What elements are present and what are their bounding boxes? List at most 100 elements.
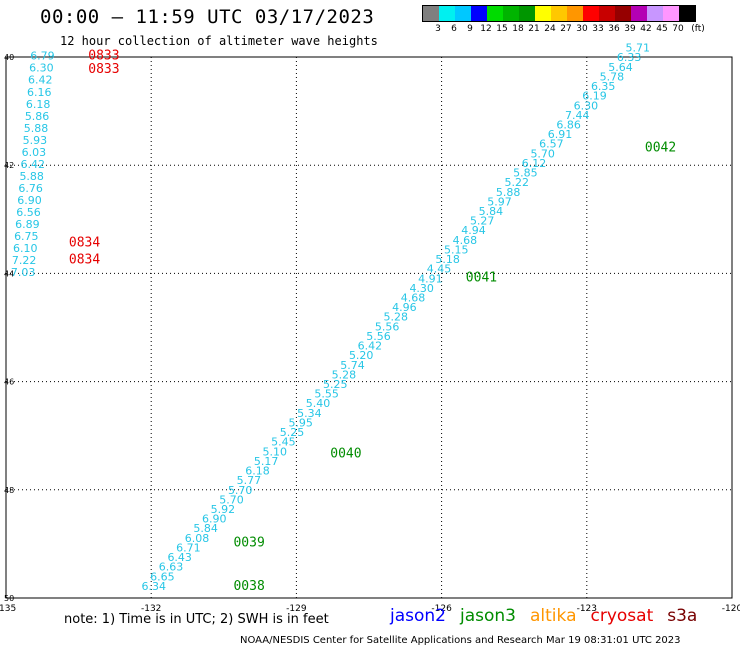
time-label: 0042 — [645, 141, 676, 156]
legend-swatch — [455, 6, 471, 21]
wave-height-value: 6.89 — [15, 218, 40, 231]
wave-height-value: 6.42 — [21, 158, 46, 171]
wave-height-value: 5.85 — [513, 167, 538, 180]
wave-height-value: 7.03 — [11, 266, 36, 279]
x-tick-label: -123 — [577, 604, 597, 614]
legend-swatch — [423, 6, 439, 21]
y-tick-label: 44 — [4, 269, 14, 278]
satellite-label-altika: altika — [530, 606, 577, 626]
wave-height-value: 6.18 — [245, 465, 270, 478]
wave-height-value: 5.28 — [332, 368, 357, 381]
wave-height-value: 6.42 — [358, 340, 383, 353]
wave-height-value: 5.64 — [608, 61, 633, 74]
legend-label: 18 — [512, 24, 524, 34]
legend-swatch — [487, 6, 503, 21]
wave-height-value: 6.90 — [202, 513, 227, 526]
legend-swatch — [631, 6, 647, 21]
wave-height-value: 5.97 — [487, 195, 512, 208]
wave-height-value: 6.16 — [27, 86, 52, 99]
legend-swatch — [439, 6, 455, 21]
legend-swatch — [647, 6, 663, 21]
legend-label: 70 — [672, 24, 684, 34]
wave-height-value: 5.70 — [219, 493, 244, 506]
legend-label: 24 — [544, 24, 556, 34]
map-frame — [5, 56, 733, 599]
wave-height-value: 6.90 — [17, 194, 42, 207]
wave-height-value: 6.30 — [29, 62, 53, 75]
wave-height-value: 4.91 — [418, 272, 443, 285]
wave-height-value: 5.86 — [25, 110, 49, 123]
wave-height-value: 6.33 — [617, 51, 642, 64]
legend-swatch — [551, 6, 567, 21]
wave-height-value: 5.25 — [280, 426, 305, 439]
x-tick-label: -129 — [286, 604, 307, 614]
y-tick-label: 50 — [4, 594, 14, 603]
legend-swatches — [422, 5, 696, 22]
wave-height-value: 7.22 — [12, 254, 37, 267]
legend-label: 36 — [608, 24, 620, 34]
legend-swatch — [679, 6, 695, 21]
legend-label: 12 — [480, 24, 492, 34]
wave-height-value: 6.19 — [582, 90, 607, 103]
legend-label: 21 — [528, 24, 540, 34]
legend-swatch — [615, 6, 631, 21]
legend-label: 45 — [656, 24, 668, 34]
wave-height-value: 5.15 — [444, 243, 469, 256]
wave-height-value: 5.45 — [271, 436, 296, 449]
wave-height-value: 6.18 — [26, 98, 51, 111]
wave-height-value: 5.92 — [211, 503, 236, 516]
legend-ticks: 3 6 9 12 15 18 21 24 27 30 33 36 39 42 45 70 (ft) — [422, 22, 705, 36]
satellite-legend: jason2 jason3 altika cryosat s3a — [390, 606, 697, 626]
legend-swatch — [599, 6, 615, 21]
wave-height-value: 4.30 — [409, 282, 434, 295]
time-label: 0833 — [88, 49, 119, 64]
legend-label: 6 — [451, 24, 457, 34]
page-subtitle: 12 hour collection of altimeter wave hei… — [60, 34, 378, 48]
wave-height-value: 5.34 — [297, 407, 322, 420]
time-label: 0038 — [233, 579, 264, 594]
wave-height-value: 5.77 — [237, 474, 262, 487]
wave-height-value: 5.22 — [505, 176, 530, 189]
wave-height-value: 6.56 — [16, 206, 41, 219]
wave-height-value: 6.34 — [142, 580, 167, 593]
legend-label: (ft) — [691, 24, 705, 34]
wave-height-value: 5.56 — [366, 330, 391, 343]
wave-height-value: 6.75 — [14, 230, 39, 243]
time-label: 0041 — [466, 271, 497, 286]
wave-height-value: 5.20 — [349, 349, 374, 362]
satellite-label-cryosat: cryosat — [590, 606, 654, 626]
wave-height-value: 6.86 — [556, 118, 581, 131]
wave-height-value: 4.68 — [453, 234, 478, 247]
x-tick-label: -135 — [0, 604, 16, 614]
wave-height-value: 5.27 — [470, 215, 495, 228]
wave-height-value: 6.10 — [13, 242, 38, 255]
legend-label: 9 — [467, 24, 473, 34]
wave-height-value: 6.43 — [167, 551, 192, 564]
legend-swatch — [583, 6, 599, 21]
y-tick-label: 48 — [4, 486, 14, 495]
wave-height-value: 4.96 — [392, 301, 417, 314]
legend-label: 39 — [624, 24, 636, 34]
x-tick-label: -132 — [141, 604, 161, 614]
wave-height-value: 5.28 — [384, 311, 409, 324]
satellite-label-jason2: jason2 — [390, 606, 446, 626]
legend-label: 27 — [560, 24, 572, 34]
wave-height-value: 5.70 — [530, 147, 555, 160]
wave-height-value: 5.84 — [479, 205, 504, 218]
wave-height-value: 5.88 — [24, 122, 49, 135]
time-label: 0833 — [88, 62, 119, 77]
wave-height-value: 5.95 — [288, 416, 313, 429]
note-text: note: 1) Time is in UTC; 2) SWH is in fe… — [64, 612, 329, 627]
wave-height-value: 5.88 — [19, 170, 43, 183]
y-tick-label: 42 — [4, 161, 14, 170]
wave-height-value: 5.40 — [306, 397, 331, 410]
page-title: 00:00 – 11:59 UTC 03/17/2023 — [40, 6, 375, 28]
wave-height-value: 4.68 — [401, 292, 426, 305]
legend-label: 30 — [576, 24, 588, 34]
legend-swatch — [471, 6, 487, 21]
wave-height-value: 6.08 — [185, 532, 210, 545]
wave-height-value: 5.25 — [323, 378, 348, 391]
x-tick-label: -126 — [431, 604, 452, 614]
color-legend: 3 6 9 12 15 18 21 24 27 30 33 36 39 42 45 70 (ft) — [422, 5, 705, 36]
